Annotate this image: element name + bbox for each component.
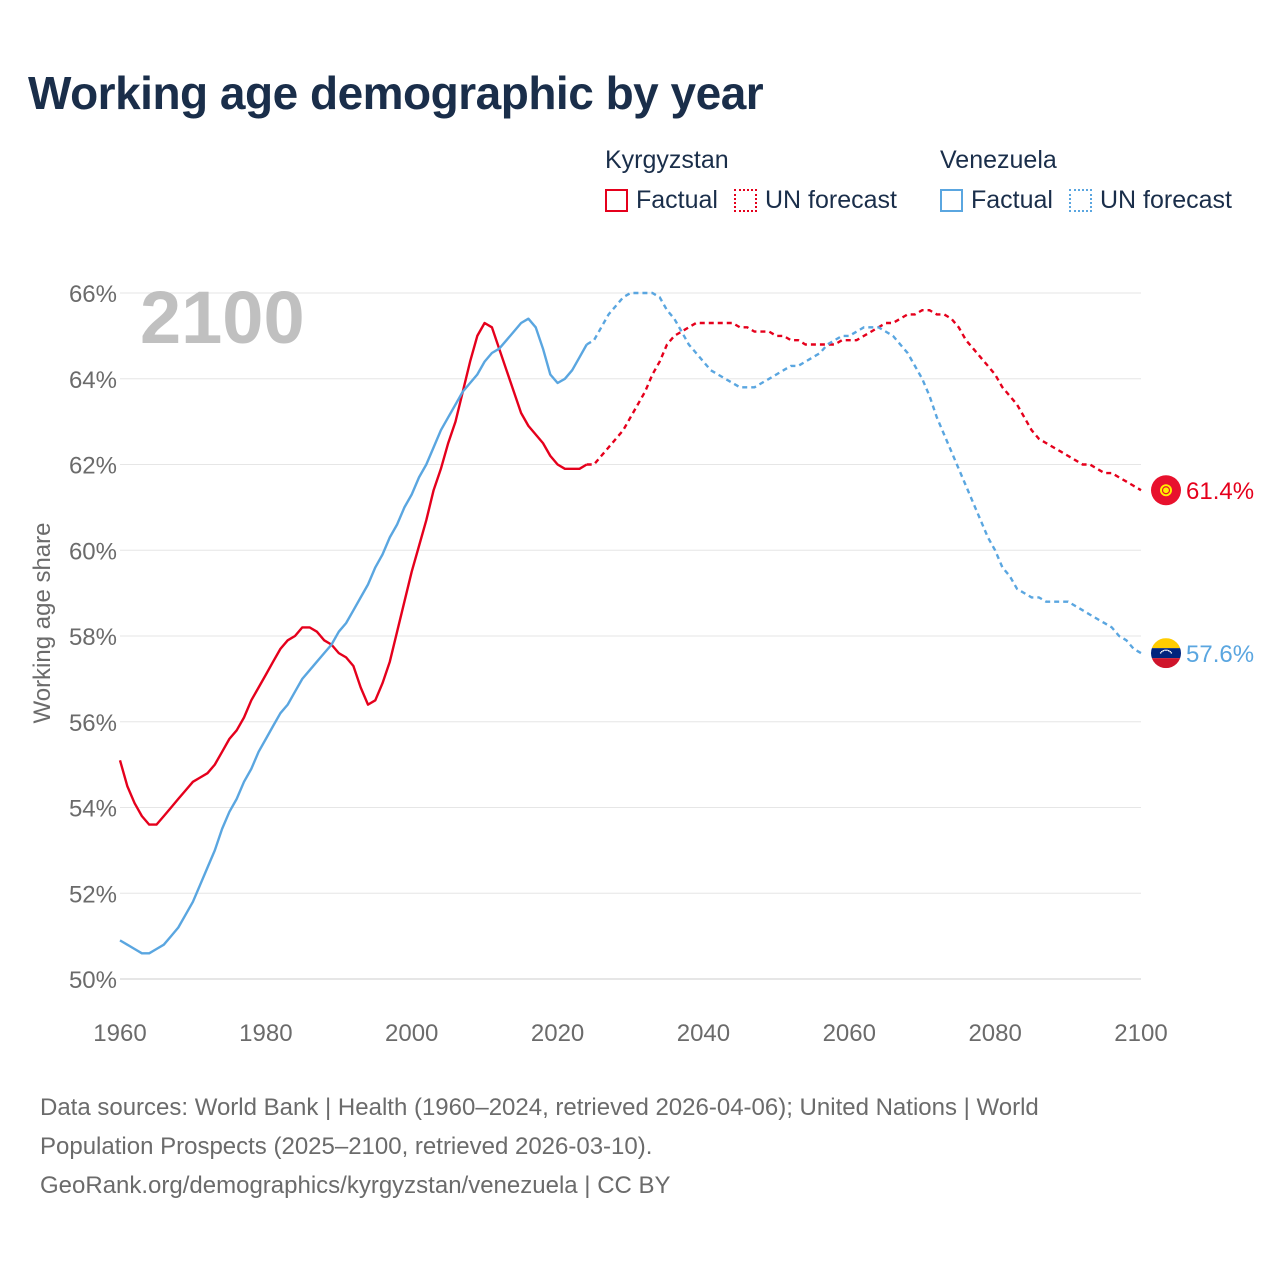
grid-lines [120,292,1141,980]
y-tick-label: 60% [69,538,117,565]
y-tick-label: 58% [69,624,117,651]
legend-kyrgyzstan: Kyrgyzstan Factual UN forecast [605,145,913,214]
y-axis-label: Working age share [29,523,56,724]
y-tick-label: 64% [69,367,117,394]
y-tick-label: 66% [69,281,117,308]
x-tick-label: 1960 [93,1020,146,1047]
series-lines [118,291,1142,955]
y-tick-labels: 50% 52% 54% 56% 58% 60% 62% 64% 66% [69,281,117,994]
x-tick-labels: 1960 1980 2000 2020 2040 2060 2080 2100 [93,1020,1167,1047]
venezuela-flag-icon [1151,638,1181,669]
legend-label: UN forecast [764,186,897,214]
line-chart: 2100 50% 52% 54% 56% 58% 60% 62% 64% 66% 1960 198… [29,276,1254,1047]
legend-label: UN forecast [1099,186,1232,214]
x-tick-label: 2060 [823,1020,876,1047]
footer-link[interactable]: GeoRank.org/demographics/kyrgyzstan/vene… [40,1172,671,1199]
solid-swatch-icon [940,188,963,212]
dotted-swatch-icon [1068,188,1092,212]
y-tick-label: 54% [69,796,117,823]
x-tick-label: 2020 [531,1020,584,1047]
venezuela-factual-line[interactable] [119,317,588,955]
kyrgyzstan-flag-icon [1151,475,1181,506]
x-tick-label: 2100 [1114,1020,1167,1047]
footer: Data sources: World Bank | Health (1960–… [40,1088,1220,1205]
x-tick-label: 2000 [385,1020,438,1047]
kyrgyzstan-end-label: 61.4% [1186,478,1254,505]
kyrgyzstan-forecast-line[interactable] [586,309,1142,492]
legend-venezuela: Venezuela Factual UN forecast [940,145,1232,214]
dotted-swatch-icon [733,188,757,212]
legend-item-venezuela-forecast[interactable]: UN forecast [1068,186,1232,214]
y-tick-label: 50% [69,967,117,994]
end-markers: 61.4% 57.6% [1151,475,1254,669]
legend-item-kyrgyzstan-factual[interactable]: Factual [605,186,718,214]
legend-item-kyrgyzstan-forecast[interactable]: UN forecast [733,186,897,214]
venezuela-end-label: 57.6% [1186,641,1254,668]
y-tick-label: 62% [69,453,117,480]
chart-title: Working age demographic by year [28,67,764,119]
y-tick-label: 56% [69,710,117,737]
x-tick-label: 2080 [968,1020,1021,1047]
x-tick-label: 2040 [677,1020,730,1047]
venezuela-forecast-line[interactable] [586,291,1142,655]
legend-label: Factual [636,186,718,214]
kyrgyzstan-factual-line[interactable] [118,321,588,826]
year-label: 2100 [140,276,305,359]
solid-swatch-icon [605,188,628,212]
footer-source-line-1: Data sources: World Bank | Health (1960–… [40,1094,1039,1121]
legend-label: Factual [971,186,1053,214]
footer-source-line-2: Population Prospects (2025–2100, retriev… [40,1133,653,1160]
x-tick-label: 1980 [239,1020,292,1047]
legend-group-title: Kyrgyzstan [605,146,729,174]
legend-item-venezuela-factual[interactable]: Factual [940,186,1053,214]
y-tick-label: 52% [69,881,117,908]
legend-group-title: Venezuela [940,146,1057,174]
